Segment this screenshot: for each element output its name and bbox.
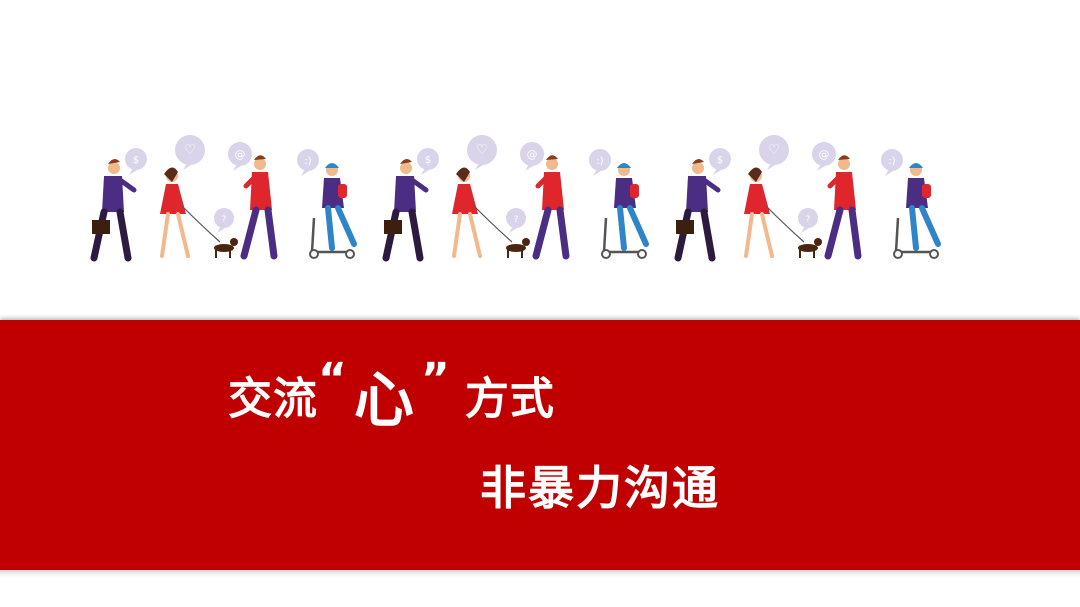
svg-text::): :) <box>596 156 603 167</box>
svg-text:$: $ <box>717 155 723 166</box>
svg-text:?: ? <box>222 215 227 225</box>
person-man-red: @ <box>520 142 570 260</box>
svg-text:♡: ♡ <box>184 142 196 158</box>
svg-text:$: $ <box>425 155 431 166</box>
svg-text:@: @ <box>527 148 538 161</box>
bubble-smile-icon: :) <box>881 149 903 176</box>
person-woman-with-dog: ♡? <box>160 135 238 258</box>
bubble-heart-icon: ♡ <box>175 135 205 170</box>
bubble-at-icon: @ <box>520 142 544 171</box>
bubble-heart-icon: ♡ <box>467 135 497 170</box>
quote-open: “ <box>318 354 348 405</box>
svg-text:?: ? <box>806 215 811 225</box>
title-line-1: 交流“ 心” 方式 <box>228 354 555 445</box>
svg-text:♡: ♡ <box>768 142 780 158</box>
svg-text::): :) <box>304 156 311 167</box>
quote-close: ” <box>420 354 451 405</box>
person-man-red: @ <box>228 142 278 260</box>
svg-text:@: @ <box>235 148 246 161</box>
bubble-dollar-icon: $ <box>709 148 731 175</box>
person-boy-scooter: :) <box>881 149 941 259</box>
person-businessman: $ <box>674 148 731 262</box>
svg-text:@: @ <box>819 148 830 161</box>
title-banner <box>0 320 1080 570</box>
person-man-red: @ <box>812 142 862 260</box>
bubble-smile-icon: :) <box>589 149 611 176</box>
svg-text:♡: ♡ <box>476 142 488 158</box>
banner-shadow-line <box>0 570 1080 575</box>
bubble-question-icon: ? <box>798 208 818 233</box>
svg-text:?: ? <box>514 215 519 225</box>
bubble-dollar-icon: $ <box>417 148 439 175</box>
title-line-2: 非暴力沟通 <box>480 461 720 515</box>
person-boy-scooter: :) <box>297 149 357 259</box>
bubble-at-icon: @ <box>812 142 836 171</box>
person-boy-scooter: :) <box>589 149 649 259</box>
svg-text::): :) <box>888 156 895 167</box>
person-woman-with-dog: ♡? <box>452 135 530 258</box>
title-prefix: 交流 <box>228 373 318 425</box>
bubble-question-icon: ? <box>214 208 234 233</box>
title-heart-char: 心 <box>353 366 415 436</box>
bubble-dollar-icon: $ <box>125 148 147 175</box>
bubble-smile-icon: :) <box>297 149 319 176</box>
people-walking-illustration: $♡?@:) $♡?@:) $♡?@:) <box>90 135 941 262</box>
title-suffix: 方式 <box>464 373 555 425</box>
person-businessman: $ <box>90 148 147 262</box>
person-businessman: $ <box>382 148 439 262</box>
bubble-heart-icon: ♡ <box>759 135 789 170</box>
person-woman-with-dog: ♡? <box>744 135 822 258</box>
svg-text:$: $ <box>133 155 139 166</box>
bubble-at-icon: @ <box>228 142 252 171</box>
bubble-question-icon: ? <box>506 208 526 233</box>
